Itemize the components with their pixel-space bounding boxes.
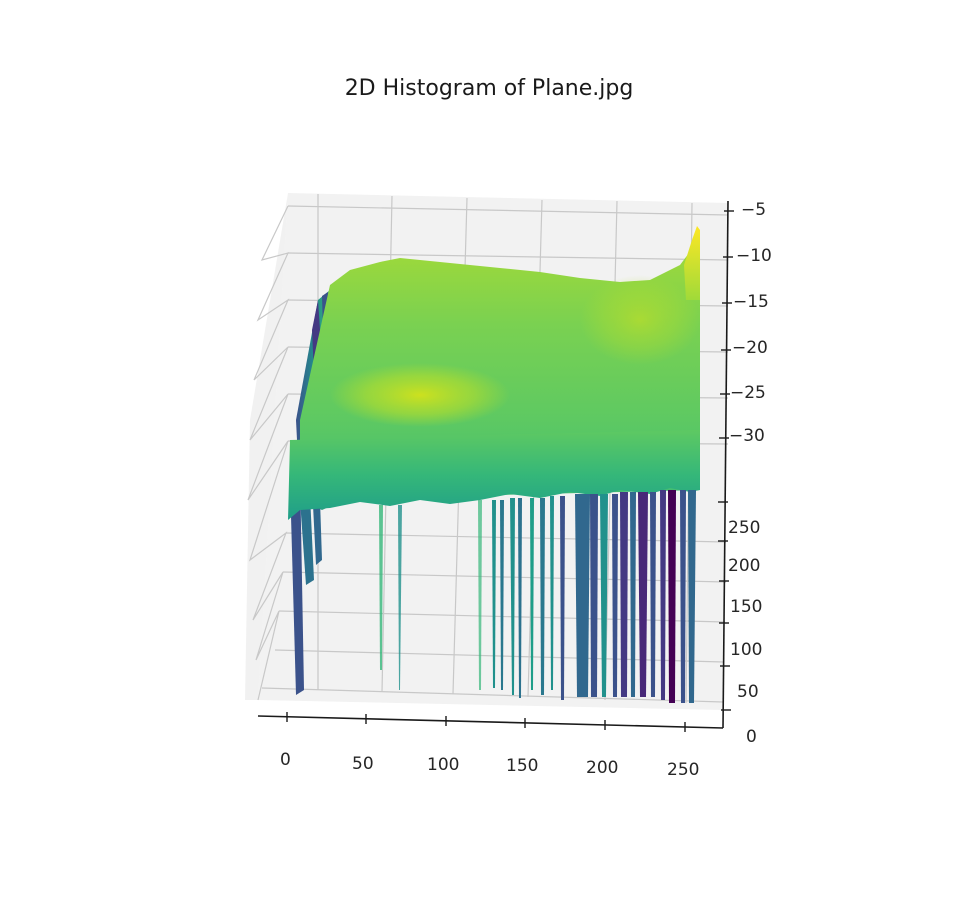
x-tick-label: 150 <box>506 756 539 776</box>
z-tick-label: −30 <box>729 426 765 446</box>
axis-lines <box>257 200 729 729</box>
z-tick-label: −25 <box>730 383 766 403</box>
x-tick-label: 0 <box>280 750 291 770</box>
x-axis-ticks <box>286 712 686 732</box>
z-tick-label: −5 <box>741 200 767 220</box>
x-tick-label: 250 <box>667 760 700 780</box>
y-tick-label: 50 <box>737 682 759 702</box>
z-tick-label: −15 <box>733 292 769 312</box>
z-tick-label: −10 <box>736 246 772 266</box>
z-axis-ticks <box>718 210 734 711</box>
y-tick-label: 100 <box>730 640 763 660</box>
surface-front <box>288 430 700 520</box>
x-tick-label: 50 <box>352 754 374 774</box>
x-tick-label: 100 <box>427 755 460 775</box>
z-tick-label: −20 <box>732 338 768 358</box>
x-tick-label: 200 <box>586 758 619 778</box>
y-tick-label: 200 <box>728 556 761 576</box>
y-tick-label: 0 <box>746 727 757 747</box>
surface-spikes <box>379 490 696 703</box>
y-tick-label: 250 <box>728 518 761 538</box>
y-tick-label: 150 <box>730 597 763 617</box>
chart-title: 2D Histogram of Plane.jpg <box>344 76 634 101</box>
